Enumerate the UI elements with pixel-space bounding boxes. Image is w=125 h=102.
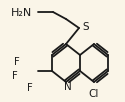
Text: F: F (12, 71, 18, 81)
Text: Cl: Cl (89, 89, 99, 99)
Text: F: F (14, 57, 20, 67)
Text: N: N (64, 82, 72, 92)
Text: S: S (83, 22, 89, 32)
Text: H₂N: H₂N (11, 8, 33, 18)
Text: F: F (27, 83, 33, 93)
